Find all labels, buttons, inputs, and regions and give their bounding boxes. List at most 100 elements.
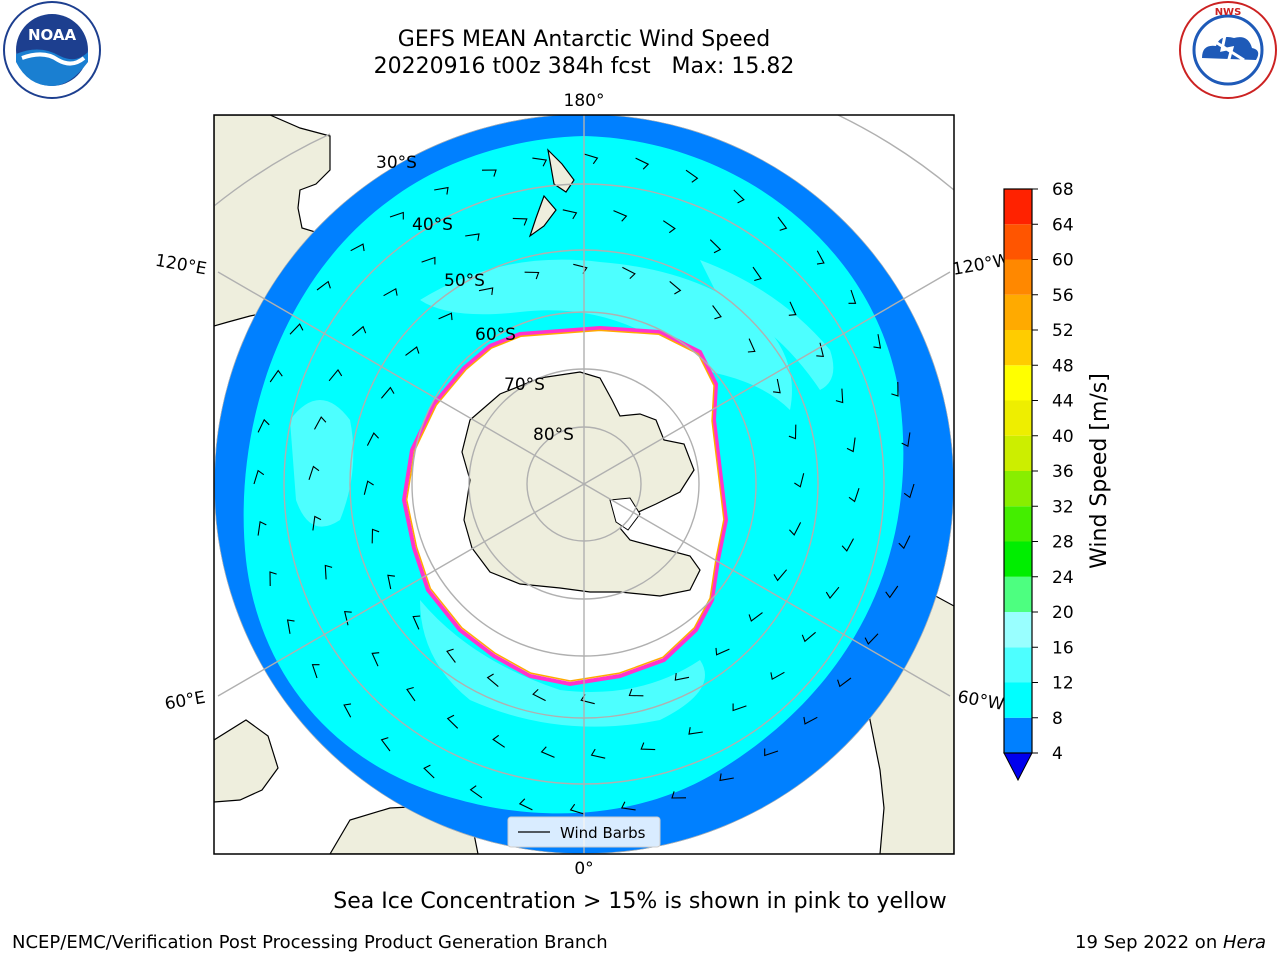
- figure-subtitle: 20220916 t00z 384h fcst Max: 15.82: [373, 54, 795, 79]
- wind-barb: [898, 535, 911, 550]
- colorbar-tick-label: 68: [1052, 180, 1074, 200]
- wind-barb: [371, 528, 380, 544]
- wind-barb: [562, 209, 578, 220]
- colorbar-tick-label: 12: [1052, 674, 1074, 694]
- wind-barb: [848, 289, 857, 304]
- wind-barb: [613, 210, 628, 222]
- wind-barb: [308, 465, 320, 480]
- sea-ice-caption: Sea Ice Concentration > 15% is shown in …: [333, 889, 947, 914]
- wind-barb: [685, 169, 699, 183]
- wind-barb: [446, 714, 459, 729]
- colorbar-label: Wind Speed [m/s]: [1087, 373, 1112, 569]
- colorbar-tick-label: 44: [1052, 392, 1074, 412]
- lat-label-40s: 40°S: [412, 215, 453, 235]
- footer-branch: NCEP/EMC/Verification Post Processing Pr…: [12, 932, 608, 953]
- lon-label-120w: 120°W: [951, 250, 1012, 280]
- wind-barb: [622, 266, 636, 280]
- wind-barb: [794, 473, 805, 488]
- wind-barb: [438, 312, 453, 321]
- wind-barb: [733, 189, 745, 204]
- colorbar-bin: [1004, 435, 1032, 471]
- wind-barb: [350, 243, 365, 252]
- wind-barb: [885, 585, 899, 599]
- colorbar-bin: [1004, 259, 1032, 295]
- wind-barb: [825, 586, 840, 600]
- wind-barb: [788, 301, 797, 316]
- wind-barb: [383, 287, 398, 297]
- wind-barb: [486, 673, 499, 688]
- wind-barb: [314, 416, 327, 430]
- wind-barb: [777, 216, 788, 231]
- colorbar-bin: [1004, 365, 1032, 401]
- colorbar-bin: [1004, 400, 1032, 436]
- colorbar-tick-label: 60: [1052, 251, 1074, 271]
- wind-barb: [423, 764, 435, 779]
- wind-barb: [269, 369, 283, 383]
- wind-barb: [324, 564, 333, 580]
- colorbar-tick-label: 16: [1052, 638, 1074, 658]
- wind-barb: [803, 716, 818, 725]
- noaa-logo: NOAA: [3, 1, 101, 99]
- wind-barb: [518, 798, 533, 811]
- colorbar-bin: [1004, 541, 1032, 577]
- lat-label-80s: 80°S: [533, 425, 574, 445]
- wind-barb: [669, 280, 682, 295]
- wind-barb: [469, 785, 483, 799]
- colorbar-bin: [1004, 294, 1032, 330]
- wind-barb: [590, 748, 606, 759]
- wind-barbs: [253, 153, 915, 815]
- wind-barb: [269, 571, 277, 587]
- wind-barb: [903, 483, 915, 499]
- wind-barb: [788, 522, 802, 536]
- footer-date-text: 19 Sep 2022 on: [1075, 932, 1223, 953]
- wind-barb: [747, 338, 756, 353]
- wind-barb: [788, 424, 797, 440]
- wind-barb: [532, 688, 546, 702]
- wind-barb: [352, 325, 367, 337]
- colorbar-bin: [1004, 506, 1032, 542]
- wind-barb: [801, 631, 816, 643]
- wind-barb: [257, 418, 270, 433]
- lat-label-60s: 60°S: [475, 325, 516, 345]
- colorbar-tick-label: 20: [1052, 603, 1074, 623]
- wind-barb: [864, 633, 879, 645]
- land-antarctica: [461, 371, 701, 597]
- wind-barb: [532, 157, 548, 167]
- wind-barb: [380, 737, 391, 752]
- wind-barb: [662, 220, 676, 234]
- wind-barb: [512, 217, 528, 226]
- wind-barb: [540, 746, 555, 758]
- colorbar-bin: [1004, 576, 1032, 612]
- colorbar-tick-label: 52: [1052, 321, 1074, 341]
- wind-barb: [257, 520, 267, 536]
- colorbar-tick-label: 4: [1052, 744, 1063, 764]
- colorbar-tick-label: 64: [1052, 215, 1074, 235]
- wind-barb: [709, 239, 722, 254]
- wind-barb: [816, 250, 825, 265]
- wind-barb: [715, 647, 730, 656]
- wind-barb: [848, 488, 860, 503]
- wind-barb: [752, 266, 762, 282]
- wind-barb: [406, 686, 416, 702]
- footer-machine: Hera: [1222, 932, 1266, 953]
- colorbar-tick-label: 8: [1052, 709, 1063, 729]
- wind-barb: [380, 386, 395, 399]
- colorbar-tick-label: 56: [1052, 286, 1074, 306]
- colorbar-bin: [1004, 471, 1032, 507]
- colorbar-bin: [1004, 189, 1032, 225]
- wind-barb: [289, 323, 304, 335]
- colorbar-tick-label: 36: [1052, 462, 1074, 482]
- wind-barb: [363, 480, 374, 495]
- map-legend: Wind Barbs: [507, 816, 661, 848]
- wind-barb: [371, 652, 380, 667]
- colorbar-bin: [1004, 612, 1032, 648]
- wind-barb: [688, 727, 703, 735]
- land-new-zealand: [528, 148, 575, 238]
- wind-barb: [640, 742, 656, 751]
- wind-barb: [328, 368, 343, 382]
- wind-barb: [387, 574, 395, 590]
- wind-barb: [389, 211, 404, 220]
- land-africa: [214, 719, 279, 803]
- wind-barb: [311, 664, 320, 679]
- colorbar-bin: [1004, 717, 1032, 753]
